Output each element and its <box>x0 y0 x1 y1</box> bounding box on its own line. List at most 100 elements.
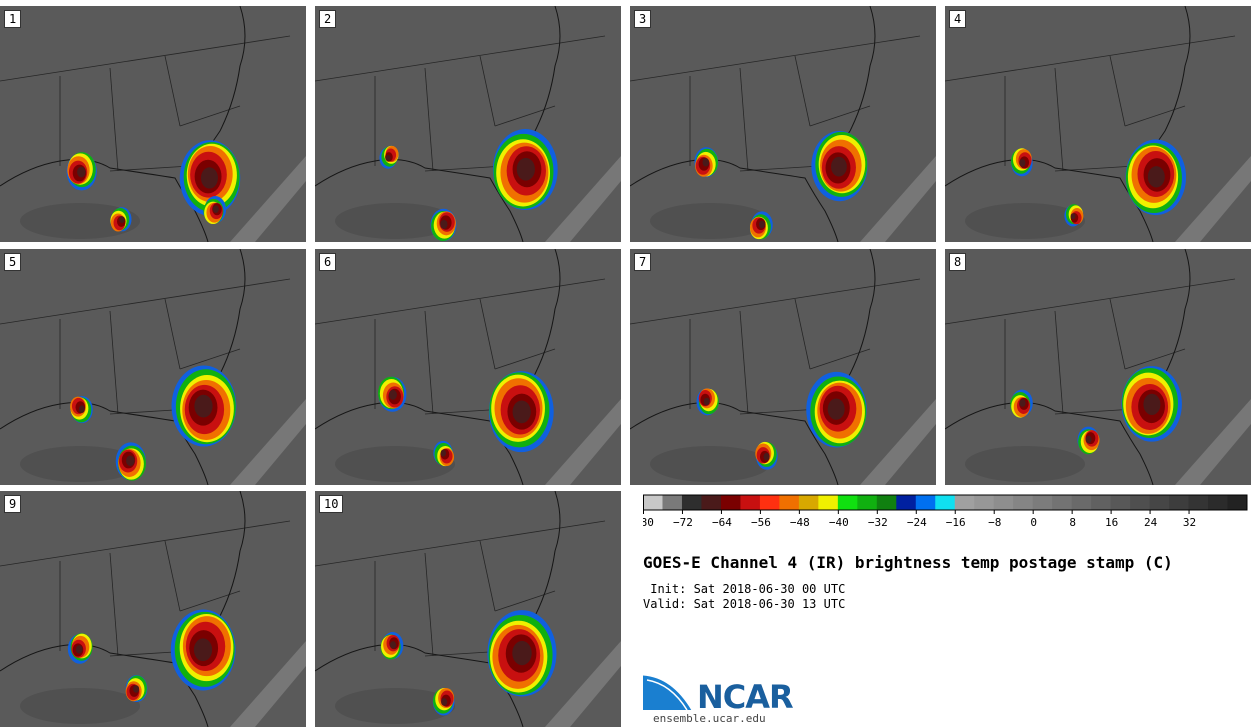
postage-stamp-9: 9 <box>0 491 306 727</box>
colorbar-swatch <box>662 495 683 510</box>
storm-cell <box>1085 435 1092 444</box>
logo-url: ensemble.ucar.edu <box>653 712 766 725</box>
colorbar-swatch <box>779 495 800 510</box>
colorbar-tick-label: 16 <box>1105 516 1118 529</box>
storm-cell <box>758 220 766 229</box>
stamp-number: 9 <box>4 495 22 513</box>
colorbar-swatch <box>915 495 936 510</box>
ncar-logo-text: NCAR <box>697 678 794 716</box>
storm-cell <box>212 205 219 214</box>
colorbar-tick-label: −48 <box>790 516 810 529</box>
colorbar-swatch <box>993 495 1014 510</box>
colorbar-swatch <box>1188 495 1209 510</box>
postage-stamp-8: 8 <box>945 249 1251 485</box>
colorbar-swatch <box>798 495 819 510</box>
storm-cell <box>441 698 448 706</box>
storm-cell <box>133 685 140 693</box>
colorbar-swatch <box>1130 495 1151 510</box>
storm-cell <box>194 394 213 418</box>
stamp-number: 5 <box>4 253 22 271</box>
colorbar-tick-label: −64 <box>712 516 732 529</box>
ir-map <box>630 249 936 485</box>
colorbar-swatch <box>740 495 761 510</box>
colorbar-swatch <box>1071 495 1092 510</box>
storm-cell <box>1070 213 1076 220</box>
ir-map <box>945 249 1251 485</box>
storm-cell <box>126 455 135 467</box>
valid-time: Valid: Sat 2018-06-30 13 UTC <box>643 597 846 611</box>
stamp-number: 6 <box>319 253 337 271</box>
colorbar-tick-label: 0 <box>1030 516 1037 529</box>
storm-cell <box>703 397 710 406</box>
storm-cell <box>1143 393 1161 416</box>
colorbar-swatch <box>1110 495 1131 510</box>
stamp-number: 2 <box>319 10 337 28</box>
colorbar-swatch <box>1208 495 1229 510</box>
colorbar-tick-label: 24 <box>1144 516 1158 529</box>
storm-cell <box>440 219 448 229</box>
ir-map <box>315 6 621 242</box>
postage-stamp-4: 4 <box>945 6 1251 242</box>
stamp-number: 7 <box>634 253 652 271</box>
colorbar-swatch <box>1013 495 1034 510</box>
postage-stamp-3: 3 <box>630 6 936 242</box>
storm-cell <box>200 167 218 189</box>
storm-cell <box>827 398 845 420</box>
colorbar-swatch <box>759 495 780 510</box>
storm-cell <box>512 640 532 666</box>
colorbar-tick-label: −56 <box>751 516 771 529</box>
colorbar-swatch <box>837 495 858 510</box>
postage-stamp-5: 5 <box>0 249 306 485</box>
storm-cell <box>75 645 83 654</box>
colorbar-swatch <box>1091 495 1112 510</box>
colorbar-tick-label: −32 <box>868 516 888 529</box>
postage-stamp-7: 7 <box>630 249 936 485</box>
colorbar-tick-label: 32 <box>1183 516 1196 529</box>
colorbar-swatch <box>896 495 917 510</box>
ncar-logo <box>643 672 695 711</box>
colorbar-swatch <box>1169 495 1190 510</box>
colorbar-tick-label: 8 <box>1069 516 1076 529</box>
ir-map <box>315 491 621 727</box>
colorbar-swatch <box>681 495 702 510</box>
colorbar-swatch <box>974 495 995 510</box>
storm-cell <box>1019 159 1026 167</box>
stamp-number: 8 <box>949 253 967 271</box>
storm-cell <box>516 157 535 181</box>
storm-cell <box>385 154 391 162</box>
colorbar-swatch <box>701 495 722 510</box>
postage-stamp-10: 10 <box>315 491 621 727</box>
colorbar-tick-label: −16 <box>946 516 966 529</box>
storm-cell <box>831 156 847 177</box>
colorbar-swatch <box>1149 495 1170 510</box>
ir-map <box>945 6 1251 242</box>
stamp-number: 4 <box>949 10 967 28</box>
colorbar-swatch <box>876 495 897 510</box>
colorbar-swatch <box>720 495 741 510</box>
storm-cell <box>389 389 397 400</box>
postage-stamp-2: 2 <box>315 6 621 242</box>
colorbar-swatch <box>1052 495 1073 510</box>
ir-map <box>630 6 936 242</box>
stamp-number: 10 <box>319 495 344 513</box>
storm-cell <box>1147 166 1165 188</box>
storm-cell <box>193 638 213 662</box>
storm-cell <box>77 166 86 178</box>
colorbar-tick-label: −8 <box>988 516 1001 529</box>
storm-cell <box>78 405 85 413</box>
stamp-number: 1 <box>4 10 22 28</box>
colorbar-tick-label: −40 <box>829 516 849 529</box>
ir-map <box>0 249 306 485</box>
storm-cell <box>119 216 125 224</box>
figure-title: GOES-E Channel 4 (IR) brightness temp po… <box>643 553 1173 572</box>
postage-stamp-6: 6 <box>315 249 621 485</box>
storm-cell <box>702 158 710 167</box>
storm-cell <box>390 641 397 649</box>
storm-cell <box>763 452 770 461</box>
colorbar-swatch <box>1227 495 1248 510</box>
ir-map <box>0 491 306 727</box>
colorbar-swatch <box>1032 495 1053 510</box>
stamp-number: 3 <box>634 10 652 28</box>
ir-map <box>0 6 306 242</box>
ir-map <box>315 249 621 485</box>
